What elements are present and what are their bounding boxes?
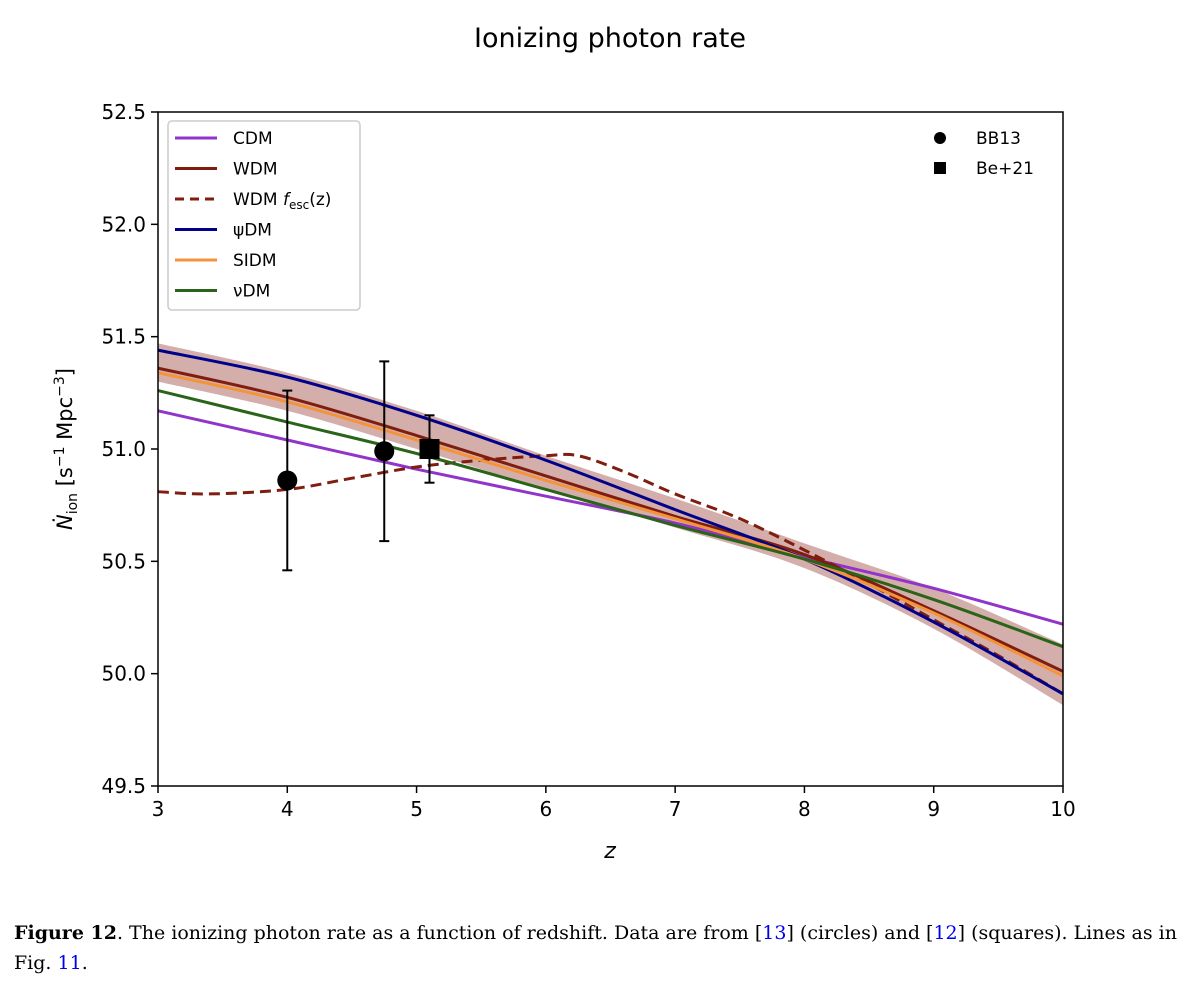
- chart-title: Ionizing photon rate: [474, 23, 746, 54]
- legend-points: BB13 Be+21: [934, 129, 1034, 179]
- data-point-bb13: [374, 441, 395, 462]
- x-tick-label: 7: [669, 797, 682, 821]
- y-axis-label: Ṅion [s−1 Mpc−3]: [52, 368, 81, 530]
- plot-area: [157, 343, 1064, 706]
- legend-lines: CDM WDM WDM fesc(z) ψDM SIDM νDM: [167, 120, 361, 311]
- series-line--dm: [157, 348, 1064, 696]
- legend-marker-square: [934, 162, 946, 174]
- legend-label: Be+21: [976, 159, 1034, 179]
- series-line-sidm: [157, 371, 1064, 678]
- y-tick-label: 50.0: [101, 662, 146, 686]
- legend-label: WDM: [233, 160, 278, 180]
- legend-label: BB13: [976, 129, 1021, 149]
- x-tick-label: 5: [410, 797, 423, 821]
- legend-label: WDM fesc(z): [233, 190, 331, 212]
- x-tick-label: 9: [927, 797, 940, 821]
- x-tick-label: 4: [281, 797, 294, 821]
- y-tick-label: 51.5: [101, 325, 146, 349]
- series-line-wdm-f-esc-z-: [157, 452, 1064, 696]
- caption-fig-link[interactable]: 11: [57, 952, 82, 974]
- caption-text: ] (circles) and [: [786, 922, 934, 944]
- data-point-be21: [419, 439, 440, 459]
- x-tick-label: 6: [539, 797, 552, 821]
- legend-label: SIDM: [233, 251, 277, 271]
- caption-ref-link[interactable]: 12: [933, 922, 958, 944]
- caption-ref-link[interactable]: 13: [762, 922, 787, 944]
- legend-label: ψDM: [233, 221, 272, 241]
- y-tick-label: 51.0: [101, 437, 146, 461]
- x-tick-label: 3: [152, 797, 165, 821]
- series-line-wdm: [157, 366, 1064, 673]
- ticks: 3 4 5 6 7 8 9 10 49.5 50.0 50.5 51.0 51.5 52.0 52.5: [101, 100, 1075, 821]
- y-tick-label: 50.5: [101, 549, 146, 573]
- y-tick-label: 49.5: [101, 774, 146, 798]
- x-tick-label: 8: [798, 797, 811, 821]
- caption-text: ] (squares). Lines as in Fig.: [14, 922, 1177, 974]
- y-tick-label: 52.0: [101, 212, 146, 236]
- series-line-cdm: [157, 409, 1064, 626]
- legend-label: νDM: [233, 282, 270, 302]
- legend-marker-circle: [934, 132, 946, 144]
- series-line--dm: [157, 389, 1064, 649]
- caption-text: . The ionizing photon rate as a function…: [116, 922, 763, 944]
- figure-caption: Figure 12. The ionizing photon rate as a…: [14, 918, 1184, 978]
- legend-label: CDM: [233, 129, 273, 149]
- data-point-bb13: [277, 470, 298, 491]
- x-axis-label: z: [603, 839, 616, 864]
- x-tick-label: 10: [1050, 797, 1075, 821]
- caption-text: .: [81, 952, 88, 974]
- y-tick-label: 52.5: [101, 100, 146, 124]
- caption-label: Figure 12: [14, 922, 117, 944]
